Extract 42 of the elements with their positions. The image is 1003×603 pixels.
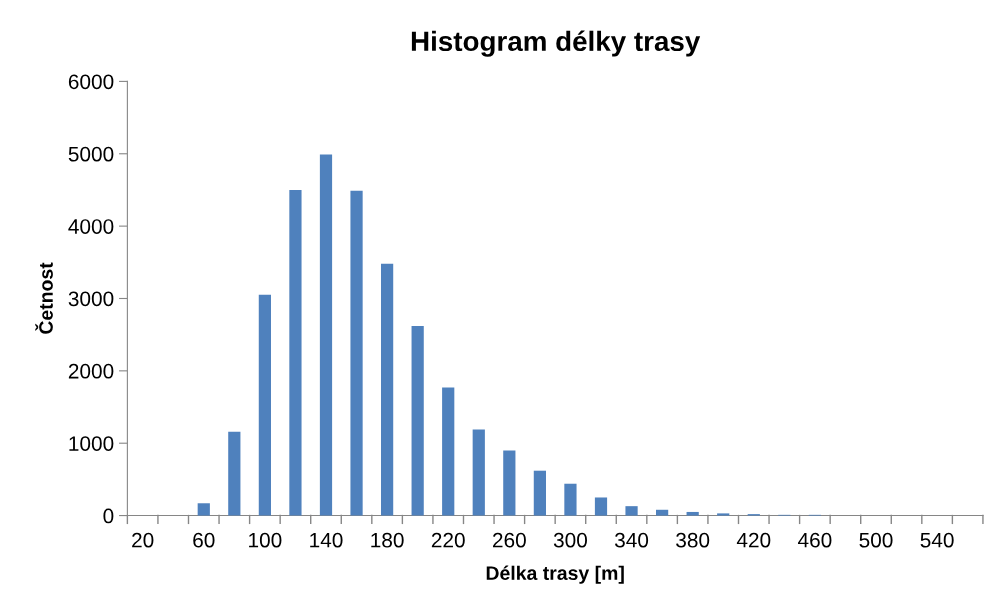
bar (472, 429, 485, 516)
x-tick-label: 340 (614, 532, 649, 548)
bar (289, 189, 302, 516)
bar (717, 513, 730, 516)
chart-title: Histogram délky trasy (411, 30, 701, 57)
bar (228, 431, 241, 516)
x-tick-label: 100 (249, 532, 282, 548)
x-tick-label: 220 (431, 532, 465, 548)
bar (258, 294, 271, 516)
bar (533, 470, 546, 516)
bar (686, 511, 699, 516)
x-tick-label: 140 (310, 532, 343, 548)
bar (655, 509, 669, 516)
bar (197, 503, 210, 516)
y-tick-label: 6000 (68, 74, 114, 90)
x-tick-label: 460 (797, 532, 832, 548)
x-tick-label: 260 (493, 532, 526, 548)
bar (350, 190, 363, 516)
y-axis-title: Četnost (35, 262, 53, 334)
bar (594, 497, 608, 516)
bar (503, 450, 516, 516)
y-tick-label: 0 (103, 508, 114, 524)
x-tick-label: 500 (859, 532, 893, 548)
bar (625, 506, 638, 516)
x-tick-label: 60 (193, 532, 215, 548)
y-tick-label: 3000 (68, 291, 114, 307)
x-axis-title: Délka trasy [m] (486, 565, 624, 584)
bar (380, 263, 394, 516)
bar (319, 154, 333, 516)
y-tick-label: 2000 (68, 363, 114, 379)
x-tick-label: 540 (920, 532, 954, 548)
y-tick-label: 1000 (69, 436, 114, 451)
bar (564, 483, 577, 516)
x-tick-label: 380 (676, 532, 710, 548)
bar (442, 387, 455, 516)
x-tick-label: 20 (132, 532, 154, 548)
x-tick-label: 180 (371, 532, 404, 548)
bar (411, 325, 424, 516)
y-tick-label: 5000 (68, 146, 114, 162)
x-tick-label: 300 (553, 532, 587, 548)
y-tick-label: 4000 (68, 219, 114, 234)
x-tick-label: 420 (736, 532, 771, 548)
